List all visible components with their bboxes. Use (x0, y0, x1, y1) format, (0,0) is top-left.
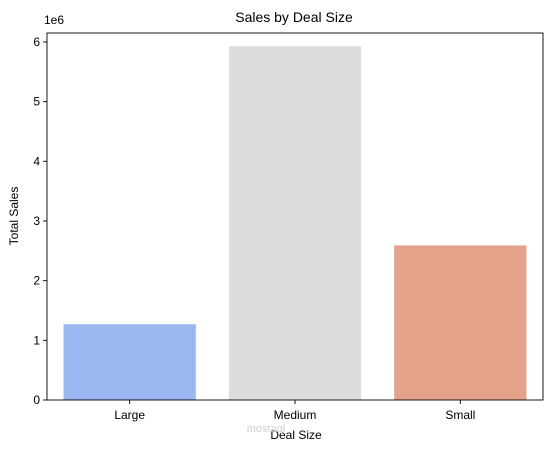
x-tick-label: Large (114, 408, 145, 422)
x-axis-label: Deal Size (270, 428, 322, 442)
watermark-logo: mostaql (247, 423, 286, 435)
x-tick-label: Medium (274, 408, 317, 422)
bar-large (63, 324, 196, 400)
bar-medium (228, 46, 362, 401)
y-tick-label: 3 (33, 214, 40, 228)
y-tick-label: 5 (33, 95, 40, 109)
y-tick-label: 0 (33, 393, 40, 407)
y-tick-label: 1 (33, 333, 40, 347)
bar-small (394, 245, 527, 400)
chart-title: Sales by Deal Size (235, 9, 353, 25)
y-tick-label: 2 (33, 274, 40, 288)
y-tick-label: 4 (33, 154, 40, 168)
y-axis-label: Total Sales (7, 187, 21, 246)
plot-area: 0 1 2 3 4 5 6 Large Medium Small (33, 32, 544, 422)
x-tick-label: Small (445, 408, 475, 422)
y-tick-label: 6 (33, 35, 40, 49)
y-axis-offset-label: 1e6 (44, 13, 64, 27)
